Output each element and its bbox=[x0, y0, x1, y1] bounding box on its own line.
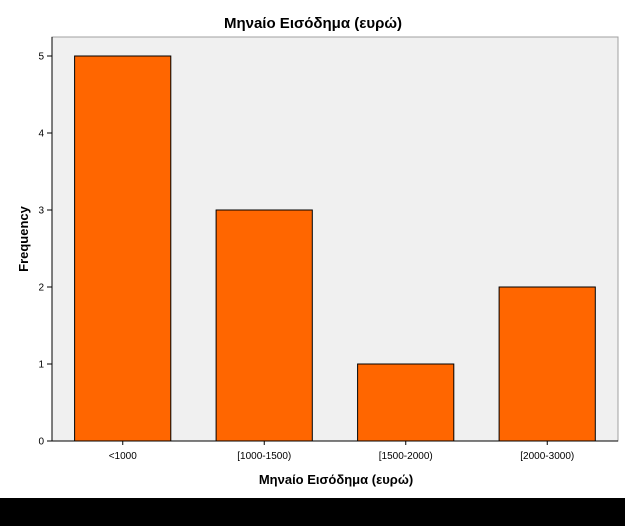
y-tick-label-4: 4 bbox=[38, 129, 44, 140]
bottom-bar bbox=[0, 498, 625, 526]
bar-1 bbox=[215, 209, 313, 442]
y-tick-label-2: 2 bbox=[38, 283, 44, 294]
chart-container: <1000 [1000-1500) [1500-2000) [2000-3000) 0 1… bbox=[16, 15, 619, 487]
x-tick-label-3: [2000-3000) bbox=[520, 451, 574, 462]
bars-layer bbox=[74, 55, 596, 442]
y-tick-label-3: 3 bbox=[38, 206, 44, 217]
y-tick-label-0: 0 bbox=[38, 437, 44, 448]
x-tick-label-2: [1500-2000) bbox=[379, 451, 433, 462]
bar-chart: <1000 [1000-1500) [1500-2000) [2000-3000) 0 1… bbox=[16, 15, 619, 487]
bar-3 bbox=[498, 286, 596, 442]
bar-2 bbox=[357, 363, 455, 442]
axes-layer: <1000 [1000-1500) [1500-2000) [2000-3000) 0 1… bbox=[38, 37, 618, 462]
x-tick-label-0: <1000 bbox=[109, 451, 138, 462]
y-tick-label-1: 1 bbox=[38, 360, 44, 371]
chart-title: Μηνaίο Εισόδημα (ευρώ) bbox=[224, 15, 402, 32]
y-tick-label-5: 5 bbox=[38, 52, 44, 63]
x-axis-title: Μηνaίο Εισόδημα (ευρώ) bbox=[259, 472, 413, 487]
bar-0 bbox=[74, 55, 172, 442]
y-axis-title: Frequency bbox=[16, 205, 31, 272]
x-tick-label-1: [1000-1500) bbox=[237, 451, 291, 462]
